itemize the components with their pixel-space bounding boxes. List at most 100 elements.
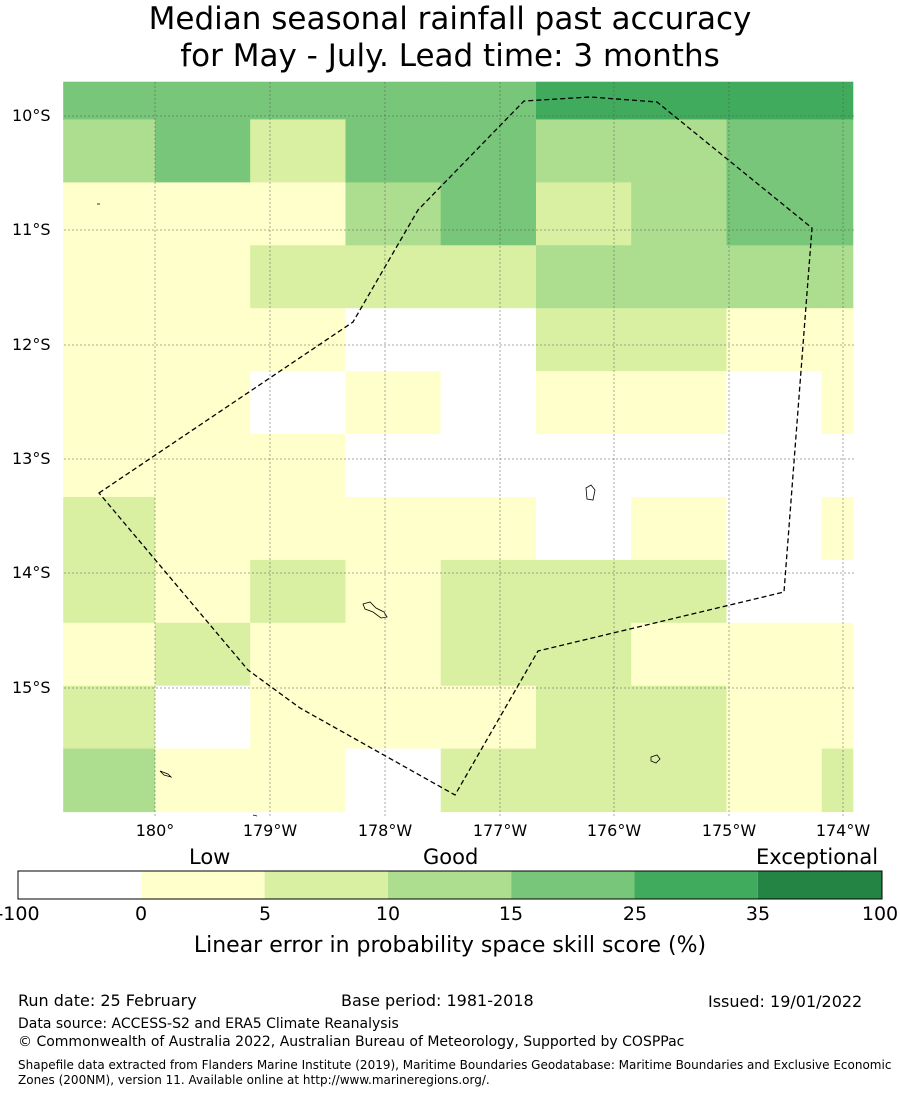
skill-cell — [155, 622, 251, 687]
colorbar-segment-4 — [511, 871, 635, 899]
skill-cell — [250, 559, 346, 624]
colorbar-tick: 10 — [375, 903, 401, 925]
skill-cell — [536, 748, 632, 813]
colorbar-tick: 5 — [258, 903, 272, 925]
skill-cell — [821, 182, 854, 246]
skill-cell — [440, 81, 537, 121]
skill-cell — [821, 748, 854, 813]
skill-grid-cells — [63, 81, 854, 813]
skill-cell — [536, 685, 632, 750]
skill-cell — [440, 434, 537, 498]
skill-cell — [63, 685, 156, 750]
skill-cell — [821, 371, 854, 435]
skill-cell — [821, 434, 854, 498]
skill-cell — [250, 685, 346, 750]
skill-cell — [250, 182, 346, 246]
island-south — [252, 814, 258, 817]
skill-cell — [345, 685, 442, 750]
skill-cell — [726, 119, 823, 183]
skill-cell — [440, 559, 537, 624]
shapefile-credit-line2: Zones (200NM), version 11. Available onl… — [18, 1073, 490, 1087]
skill-cell — [440, 685, 537, 750]
skill-cell — [63, 748, 156, 813]
colorbar-segment-0 — [18, 871, 142, 899]
skill-cell — [536, 497, 632, 561]
base-period: Base period: 1981-2018 — [341, 991, 534, 1010]
skill-cell — [726, 497, 823, 561]
skill-cell — [155, 182, 251, 246]
lat-label-10S: 10°S — [12, 106, 51, 125]
skill-cell — [726, 182, 823, 246]
shapefile-credit-line1: Shapefile data extracted from Flanders M… — [18, 1058, 892, 1072]
skill-cell — [536, 434, 632, 498]
lat-label-13S: 13°S — [12, 449, 51, 468]
skill-cell — [821, 119, 854, 183]
skill-cell — [440, 622, 537, 687]
skill-cell — [63, 497, 156, 561]
skill-cell — [155, 748, 251, 813]
lon-label-174W: 174°W — [815, 821, 871, 840]
skill-cell — [155, 685, 251, 750]
skill-cell — [726, 81, 823, 121]
skill-cell — [63, 119, 156, 183]
skill-cell — [536, 81, 632, 121]
skill-cell — [250, 308, 346, 372]
skill-cell — [726, 748, 823, 813]
skill-cell — [821, 685, 854, 750]
skill-cell — [726, 434, 823, 498]
skill-cell — [440, 119, 537, 183]
lat-label-11S: 11°S — [12, 220, 51, 239]
skill-cell — [536, 371, 632, 435]
skill-cell — [821, 245, 854, 309]
skill-cell — [63, 308, 156, 372]
skill-cell — [536, 622, 632, 687]
chart-title-line1: Median seasonal rainfall past accuracy — [148, 1, 752, 37]
colorbar-frame — [17, 870, 883, 900]
skill-cell — [631, 497, 727, 561]
colorbar — [17, 870, 883, 900]
skill-cell — [821, 497, 854, 561]
colorbar-tick: 15 — [498, 903, 524, 925]
skill-cell — [536, 559, 632, 624]
skill-cell — [440, 748, 537, 813]
skill-cell — [440, 308, 537, 372]
skill-cell — [440, 497, 537, 561]
skill-cell — [631, 622, 727, 687]
skill-cell — [440, 182, 537, 246]
lat-label-12S: 12°S — [12, 335, 51, 354]
skill-cell — [631, 119, 727, 183]
skill-cell — [250, 622, 346, 687]
skill-cell — [345, 434, 442, 498]
skill-cell — [631, 434, 727, 498]
skill-cell — [250, 119, 346, 183]
skill-cell — [536, 245, 632, 309]
skill-cell — [250, 434, 346, 498]
skill-cell — [345, 245, 442, 309]
category-good: Good — [423, 845, 479, 869]
skill-cell — [155, 119, 251, 183]
skill-cell — [631, 371, 727, 435]
chart-title-line2: for May - July. Lead time: 3 months — [180, 38, 720, 74]
skill-cell — [631, 182, 727, 246]
eez-boundary — [98, 96, 813, 796]
skill-cell — [250, 371, 346, 435]
run-date: Run date: 25 February — [18, 991, 197, 1010]
skill-cell — [63, 559, 156, 624]
skill-cell — [250, 81, 346, 121]
skill-cell — [631, 308, 727, 372]
lon-label-180: 180° — [135, 821, 175, 840]
skill-cell — [345, 622, 442, 687]
skill-cell — [345, 308, 442, 372]
skill-cell — [345, 748, 442, 813]
skill-cell — [726, 371, 823, 435]
skill-cell — [345, 81, 442, 121]
skill-cell — [250, 748, 346, 813]
skill-cell — [536, 308, 632, 372]
skill-cell — [821, 308, 854, 372]
skill-cell — [536, 182, 632, 246]
skill-cell — [155, 245, 251, 309]
skill-cell — [155, 559, 251, 624]
colorbar-segment-2 — [264, 871, 388, 899]
skill-cell — [155, 434, 251, 498]
